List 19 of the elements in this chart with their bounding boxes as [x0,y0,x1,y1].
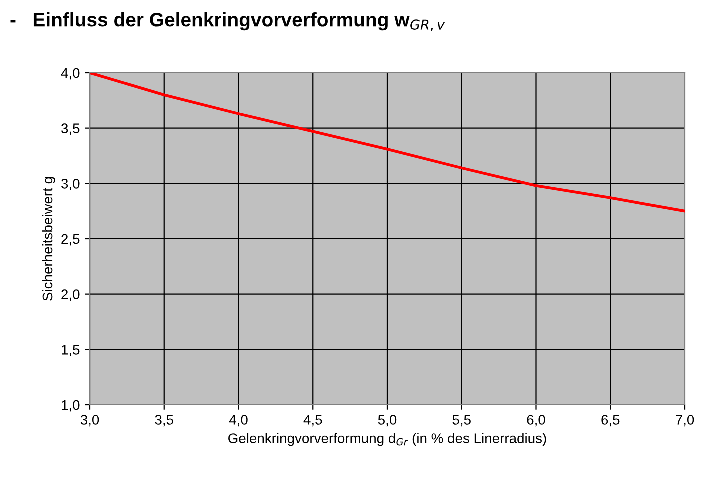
x-axis-title: Gelenkringvorverformung d$_{Gr}$ (in % des Linerradius) [228,433,546,446]
x-tick-label: 5,5 [452,415,471,427]
x-tick-label: 3,5 [155,415,174,427]
y-axis-title: Sicherheitsbeiwert g [42,177,56,301]
y-tick-label: 4,0 [61,68,80,80]
y-tick-label: 3,5 [62,124,80,136]
x-tick-label: 5,0 [378,415,397,427]
x-tick-label: 7,0 [676,415,694,427]
x-tick-label: 6,5 [602,415,620,427]
x-tick-label: 6,0 [527,415,546,427]
chart-title: - Einfluss der Gelenkringvorverformung w$_{GR,v}$ [10,12,446,32]
x-tick-label: 4,0 [229,415,248,427]
y-tick-label: 1,5 [62,345,80,356]
x-tick-label: 4,5 [304,415,322,427]
y-tick-label: 2,5 [62,234,80,246]
x-tick-label: 3,0 [80,415,100,427]
y-tick-label: 3,0 [62,179,80,190]
y-tick-label: 1,0 [62,400,80,412]
y-tick-label: 2,0 [62,290,80,302]
